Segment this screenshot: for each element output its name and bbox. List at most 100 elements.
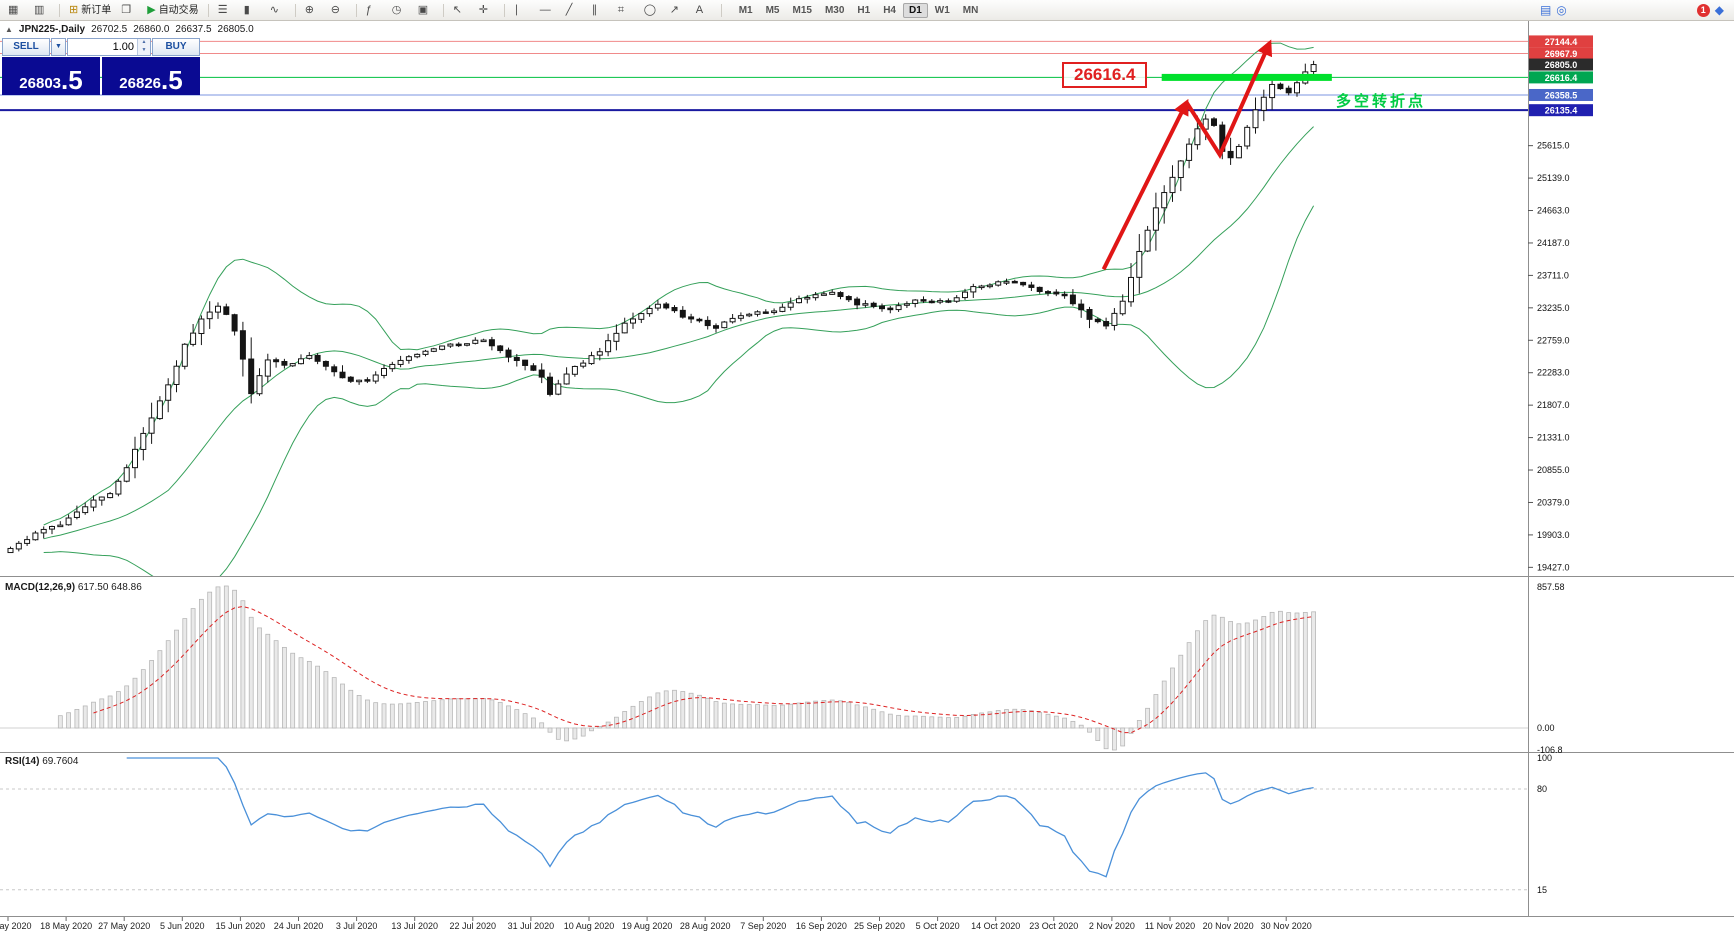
timeframe-w1[interactable]: W1 <box>934 4 950 16</box>
date-label: 2 Nov 2020 <box>1089 921 1135 931</box>
timeframe-h1[interactable]: H1 <box>857 4 871 16</box>
date-label: 25 Sep 2020 <box>854 921 905 931</box>
rsi-value: 69.7604 <box>42 756 79 767</box>
sell-price-main: 26803 <box>19 75 62 92</box>
volume-up-icon[interactable]: ▲ <box>138 39 150 47</box>
chart-canvas[interactable]: 25615.0 25139.0 24663.0 24187.0 23711.0 23235… <box>0 20 1734 942</box>
axis-price-label: 25139.0 <box>1537 173 1570 183</box>
arrows-icon[interactable]: ↗ <box>666 1 690 19</box>
cursor-icon[interactable]: ↖ <box>449 1 473 19</box>
axis-price-label: 19903.0 <box>1537 530 1570 540</box>
vertical-line-icon[interactable]: ∣ <box>510 1 534 19</box>
candlestick-chart-icon[interactable]: ▮ <box>240 1 264 19</box>
terminal-icon[interactable]: ▦ <box>4 1 28 19</box>
date-label: 11 Nov 2020 <box>1145 921 1195 931</box>
rsi-axis-80: 80 <box>1537 784 1547 794</box>
templates-icon[interactable]: ▣ <box>414 1 438 19</box>
channel-icon[interactable]: ∥ <box>588 1 612 19</box>
text-icon[interactable]: A <box>692 1 716 19</box>
templates-icon-glyph: ▣ <box>417 3 429 16</box>
toolbar-separator <box>294 3 296 17</box>
date-label: 16 Sep 2020 <box>796 921 847 931</box>
autotrading-button[interactable]: ▶ 自动交易 <box>143 1 202 19</box>
price-axis: 25615.0 25139.0 24663.0 24187.0 23711.0 23235… <box>1528 35 1593 895</box>
toolbar-separator <box>59 3 60 17</box>
rsi-axis-15: 15 <box>1537 885 1547 895</box>
community-icon[interactable]: ◎ <box>1556 3 1567 17</box>
zoom-out-icon[interactable]: ⊖ <box>327 1 351 19</box>
price-tag: 26967.9 <box>1545 49 1578 59</box>
date-label: 22 Jul 2020 <box>450 921 497 931</box>
support-highlight-bar <box>1161 73 1332 81</box>
bar-chart-icon[interactable]: ☰ <box>214 1 238 19</box>
date-label: 13 Jul 2020 <box>391 921 438 931</box>
profiles-icon[interactable]: ▥ <box>30 1 54 19</box>
new-order-button[interactable]: ⊞ 新订单 <box>65 1 115 19</box>
axis-price-label: 20379.0 <box>1537 497 1570 507</box>
line-chart-icon[interactable]: ∿ <box>266 1 290 19</box>
date-label: 10 Aug 2020 <box>564 921 615 931</box>
symbol-name: JPN225-,Daily <box>18 24 86 35</box>
indicators-icon[interactable]: ƒ <box>362 1 386 19</box>
panel-separators <box>0 20 1734 917</box>
vertical-line-icon-glyph: ∣ <box>513 3 520 16</box>
chart-area[interactable]: 25615.0 25139.0 24663.0 24187.0 23711.0 23235… <box>0 20 1734 942</box>
rsi-axis-100: 100 <box>1537 753 1552 763</box>
mql5-icon[interactable]: ◆ <box>1714 3 1724 17</box>
notifications-badge[interactable]: 1 <box>1696 3 1710 17</box>
macd-axis-min: -106.8 <box>1537 745 1563 755</box>
bollinger-bands <box>43 42 1315 576</box>
price-tag: 26135.4 <box>1545 106 1578 116</box>
horizontal-line-icon-glyph: ― <box>539 3 551 16</box>
crosshair-icon[interactable]: ✛ <box>475 1 499 19</box>
toolbar-separator <box>503 3 505 17</box>
timeframe-m1[interactable]: M1 <box>738 4 753 16</box>
periods-icon[interactable]: ◷ <box>388 1 412 19</box>
axis-price-label: 23235.0 <box>1537 303 1570 313</box>
volume-input[interactable] <box>68 39 137 55</box>
horizontal-line-icon[interactable]: ― <box>536 1 560 19</box>
new-order-button-label: 新订单 <box>81 4 112 16</box>
chart-window-icon[interactable]: ❐ <box>117 1 141 19</box>
trendline-icon[interactable]: ╱ <box>562 1 586 19</box>
autotrading-button-label: 自动交易 <box>158 4 199 16</box>
sell-button[interactable]: SELL <box>2 38 50 56</box>
date-label: 7 May 2020 <box>0 921 32 931</box>
support-price-label: 26616.4 <box>1062 62 1148 88</box>
timeframe-h4[interactable]: H4 <box>883 4 896 16</box>
toolbar-separator <box>355 3 357 17</box>
date-label: 24 Jun 2020 <box>274 921 324 931</box>
crosshair-icon-glyph: ✛ <box>478 3 488 16</box>
toolbar-separator <box>720 3 722 17</box>
zoom-in-icon[interactable]: ⊕ <box>301 1 325 19</box>
buy-price[interactable]: 26826.5 <box>102 57 200 95</box>
price-tag: 26805.0 <box>1545 60 1578 70</box>
timeframe-m30[interactable]: M30 <box>824 4 845 16</box>
macd-values: 617.50 648.86 <box>77 582 142 593</box>
rsi-name: RSI(14) <box>5 756 40 767</box>
buy-button[interactable]: BUY <box>152 38 200 56</box>
date-label: 31 Jul 2020 <box>508 921 555 931</box>
volume-down-icon[interactable]: ▼ <box>138 47 150 55</box>
timeframe-m15[interactable]: M15 <box>792 4 812 16</box>
news-feed-icon[interactable]: ▤ <box>1539 3 1552 17</box>
sell-price[interactable]: 26803.5 <box>2 57 100 95</box>
fibonacci-icon[interactable]: ⌗ <box>614 1 638 19</box>
rsi-line <box>126 757 1314 878</box>
timeframe-mn[interactable]: MN <box>962 4 979 16</box>
macd-axis-zero: 0.00 <box>1537 723 1555 733</box>
macd-label: MACD(12,26,9) 617.50 648.86 <box>5 582 142 593</box>
shapes-icon[interactable]: ◯ <box>640 1 664 19</box>
periods-icon-glyph: ◷ <box>391 3 402 16</box>
timeframe-d1[interactable]: D1 <box>903 2 928 18</box>
trend-arrow <box>1101 98 1189 271</box>
zoom-out-icon-glyph: ⊖ <box>330 3 340 16</box>
zoom-in-icon-glyph: ⊕ <box>304 3 314 16</box>
chart-annotations <box>1101 39 1332 271</box>
axis-price-label: 22759.0 <box>1537 335 1570 345</box>
order-options-caret-icon[interactable]: ▼ <box>51 38 66 56</box>
date-label: 5 Oct 2020 <box>916 921 960 931</box>
bar-chart-icon-glyph: ☰ <box>217 3 228 16</box>
timeframe-m5[interactable]: M5 <box>765 4 780 16</box>
